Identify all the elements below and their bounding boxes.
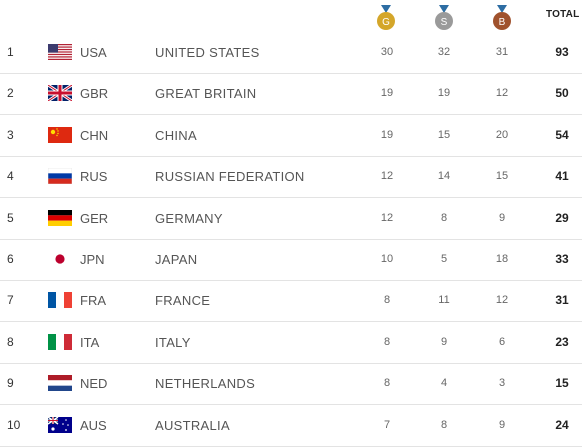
total-count: 23: [555, 334, 569, 349]
total-count: 24: [555, 417, 569, 432]
rank: 8: [7, 334, 14, 349]
country-name[interactable]: GERMANY: [155, 210, 223, 226]
ita-flag-icon: [48, 333, 72, 350]
country-code: CHN: [80, 127, 109, 143]
rank: 3: [7, 127, 14, 142]
country-name[interactable]: CHINA: [155, 127, 197, 143]
bronze-count: 15: [495, 170, 509, 183]
gold-count: 12: [380, 211, 394, 224]
gold-count: 7: [383, 418, 391, 431]
rus-flag-icon: [48, 168, 72, 185]
country-code: JPN: [80, 252, 105, 267]
silver-medal-letter: S: [441, 17, 448, 28]
country-name[interactable]: ITALY: [155, 334, 191, 350]
country-code: GBR: [80, 86, 109, 102]
table-row[interactable]: 2 GBR GREAT BRITAIN 19 19 12 50: [0, 73, 582, 116]
bronze-count: 6: [498, 335, 506, 348]
table-row[interactable]: 4 RUS RUSSIAN FEDERATION 12 14 15 41: [0, 156, 582, 199]
total-count: 93: [555, 45, 569, 59]
country-code: RUS: [80, 169, 108, 185]
country-name[interactable]: NETHERLANDS: [155, 376, 256, 392]
medal-table-header: G S B TOTAL: [0, 0, 582, 32]
country-code: NED: [80, 376, 108, 392]
bronze-count: 12: [495, 87, 509, 100]
country-name[interactable]: RUSSIAN FEDERATION: [155, 169, 305, 185]
bronze-medal-letter: B: [499, 17, 506, 28]
chn-flag-icon: [48, 126, 72, 143]
rank: 2: [7, 86, 14, 101]
bronze-count: 9: [498, 418, 506, 431]
gold-count: 8: [383, 377, 391, 390]
gold-count: 8: [383, 335, 391, 348]
table-row[interactable]: 9 NED NETHERLANDS 8 4 3 15: [0, 363, 582, 406]
country-name[interactable]: FRANCE: [155, 293, 211, 309]
total-count: 54: [555, 127, 569, 142]
country-code: AUS: [80, 417, 107, 433]
aus-flag-icon: [48, 416, 72, 433]
country-name[interactable]: AUSTRALIA: [155, 417, 230, 433]
rank: 7: [7, 293, 14, 308]
rank: 9: [7, 376, 14, 391]
table-row[interactable]: 6 JPN JAPAN 10 5 18 33: [0, 239, 582, 281]
bronze-count: 12: [495, 294, 509, 307]
bronze-count: 9: [498, 211, 506, 224]
gbr-flag-icon: [48, 85, 72, 102]
country-name[interactable]: GREAT BRITAIN: [155, 86, 257, 102]
bronze-count: 20: [495, 128, 509, 141]
total-count: 33: [555, 252, 569, 266]
gold-count: 10: [380, 253, 394, 265]
silver-count: 8: [440, 418, 448, 431]
rank: 1: [7, 45, 14, 59]
gold-count: 19: [380, 128, 394, 141]
country-name[interactable]: JAPAN: [155, 252, 198, 267]
table-row[interactable]: 5 GER GERMANY 12 8 9 29: [0, 198, 582, 240]
rank: 4: [7, 169, 14, 184]
total-count: 31: [555, 293, 569, 308]
ger-flag-icon: [48, 209, 72, 226]
table-row[interactable]: 1 USA UNITED STATES 30 32 31 93: [0, 32, 582, 74]
gold-count: 19: [380, 87, 394, 100]
silver-count: 19: [437, 87, 451, 100]
silver-count: 4: [440, 377, 448, 390]
table-row[interactable]: 8 ITA ITALY 8 9 6 23: [0, 322, 582, 364]
silver-count: 15: [437, 128, 451, 141]
total-count: 50: [555, 86, 569, 101]
country-code: GER: [80, 210, 109, 226]
table-row[interactable]: 3 CHN CHINA 19 15 20 54: [0, 115, 582, 157]
rank: 5: [7, 210, 14, 225]
gold-count: 30: [380, 46, 394, 58]
bronze-count: 3: [498, 377, 506, 390]
gold-count: 12: [380, 170, 394, 183]
bronze-count: 18: [495, 253, 509, 265]
silver-count: 11: [438, 294, 450, 307]
total-column-header[interactable]: TOTAL: [546, 9, 580, 20]
silver-count: 14: [437, 170, 451, 183]
silver-count: 5: [440, 253, 448, 265]
country-code: ITA: [80, 334, 100, 350]
gold-medal-letter: G: [382, 17, 390, 28]
total-count: 29: [555, 210, 569, 225]
silver-count: 32: [437, 46, 451, 58]
gold-count: 8: [383, 294, 391, 307]
usa-flag-icon: [48, 44, 72, 60]
total-count: 41: [555, 169, 569, 184]
country-name[interactable]: UNITED STATES: [155, 45, 260, 60]
rank: 6: [7, 252, 14, 266]
table-row[interactable]: 7 FRA FRANCE 8 11 12 31: [0, 280, 582, 323]
country-code: USA: [80, 45, 107, 60]
bronze-count: 31: [495, 46, 509, 58]
rank: 10: [7, 417, 21, 432]
total-count: 15: [555, 376, 569, 391]
table-row[interactable]: 10 AUS AUSTRALIA 7 8 9 24: [0, 405, 582, 447]
silver-count: 8: [440, 211, 448, 224]
bronze-medal-icon[interactable]: B: [492, 5, 512, 31]
gold-medal-icon[interactable]: G: [376, 5, 396, 31]
fra-flag-icon: [48, 292, 72, 309]
jpn-flag-icon: [48, 251, 72, 267]
country-code: FRA: [80, 293, 106, 309]
silver-count: 9: [440, 335, 448, 348]
ned-flag-icon: [48, 375, 72, 392]
silver-medal-icon[interactable]: S: [434, 5, 454, 31]
